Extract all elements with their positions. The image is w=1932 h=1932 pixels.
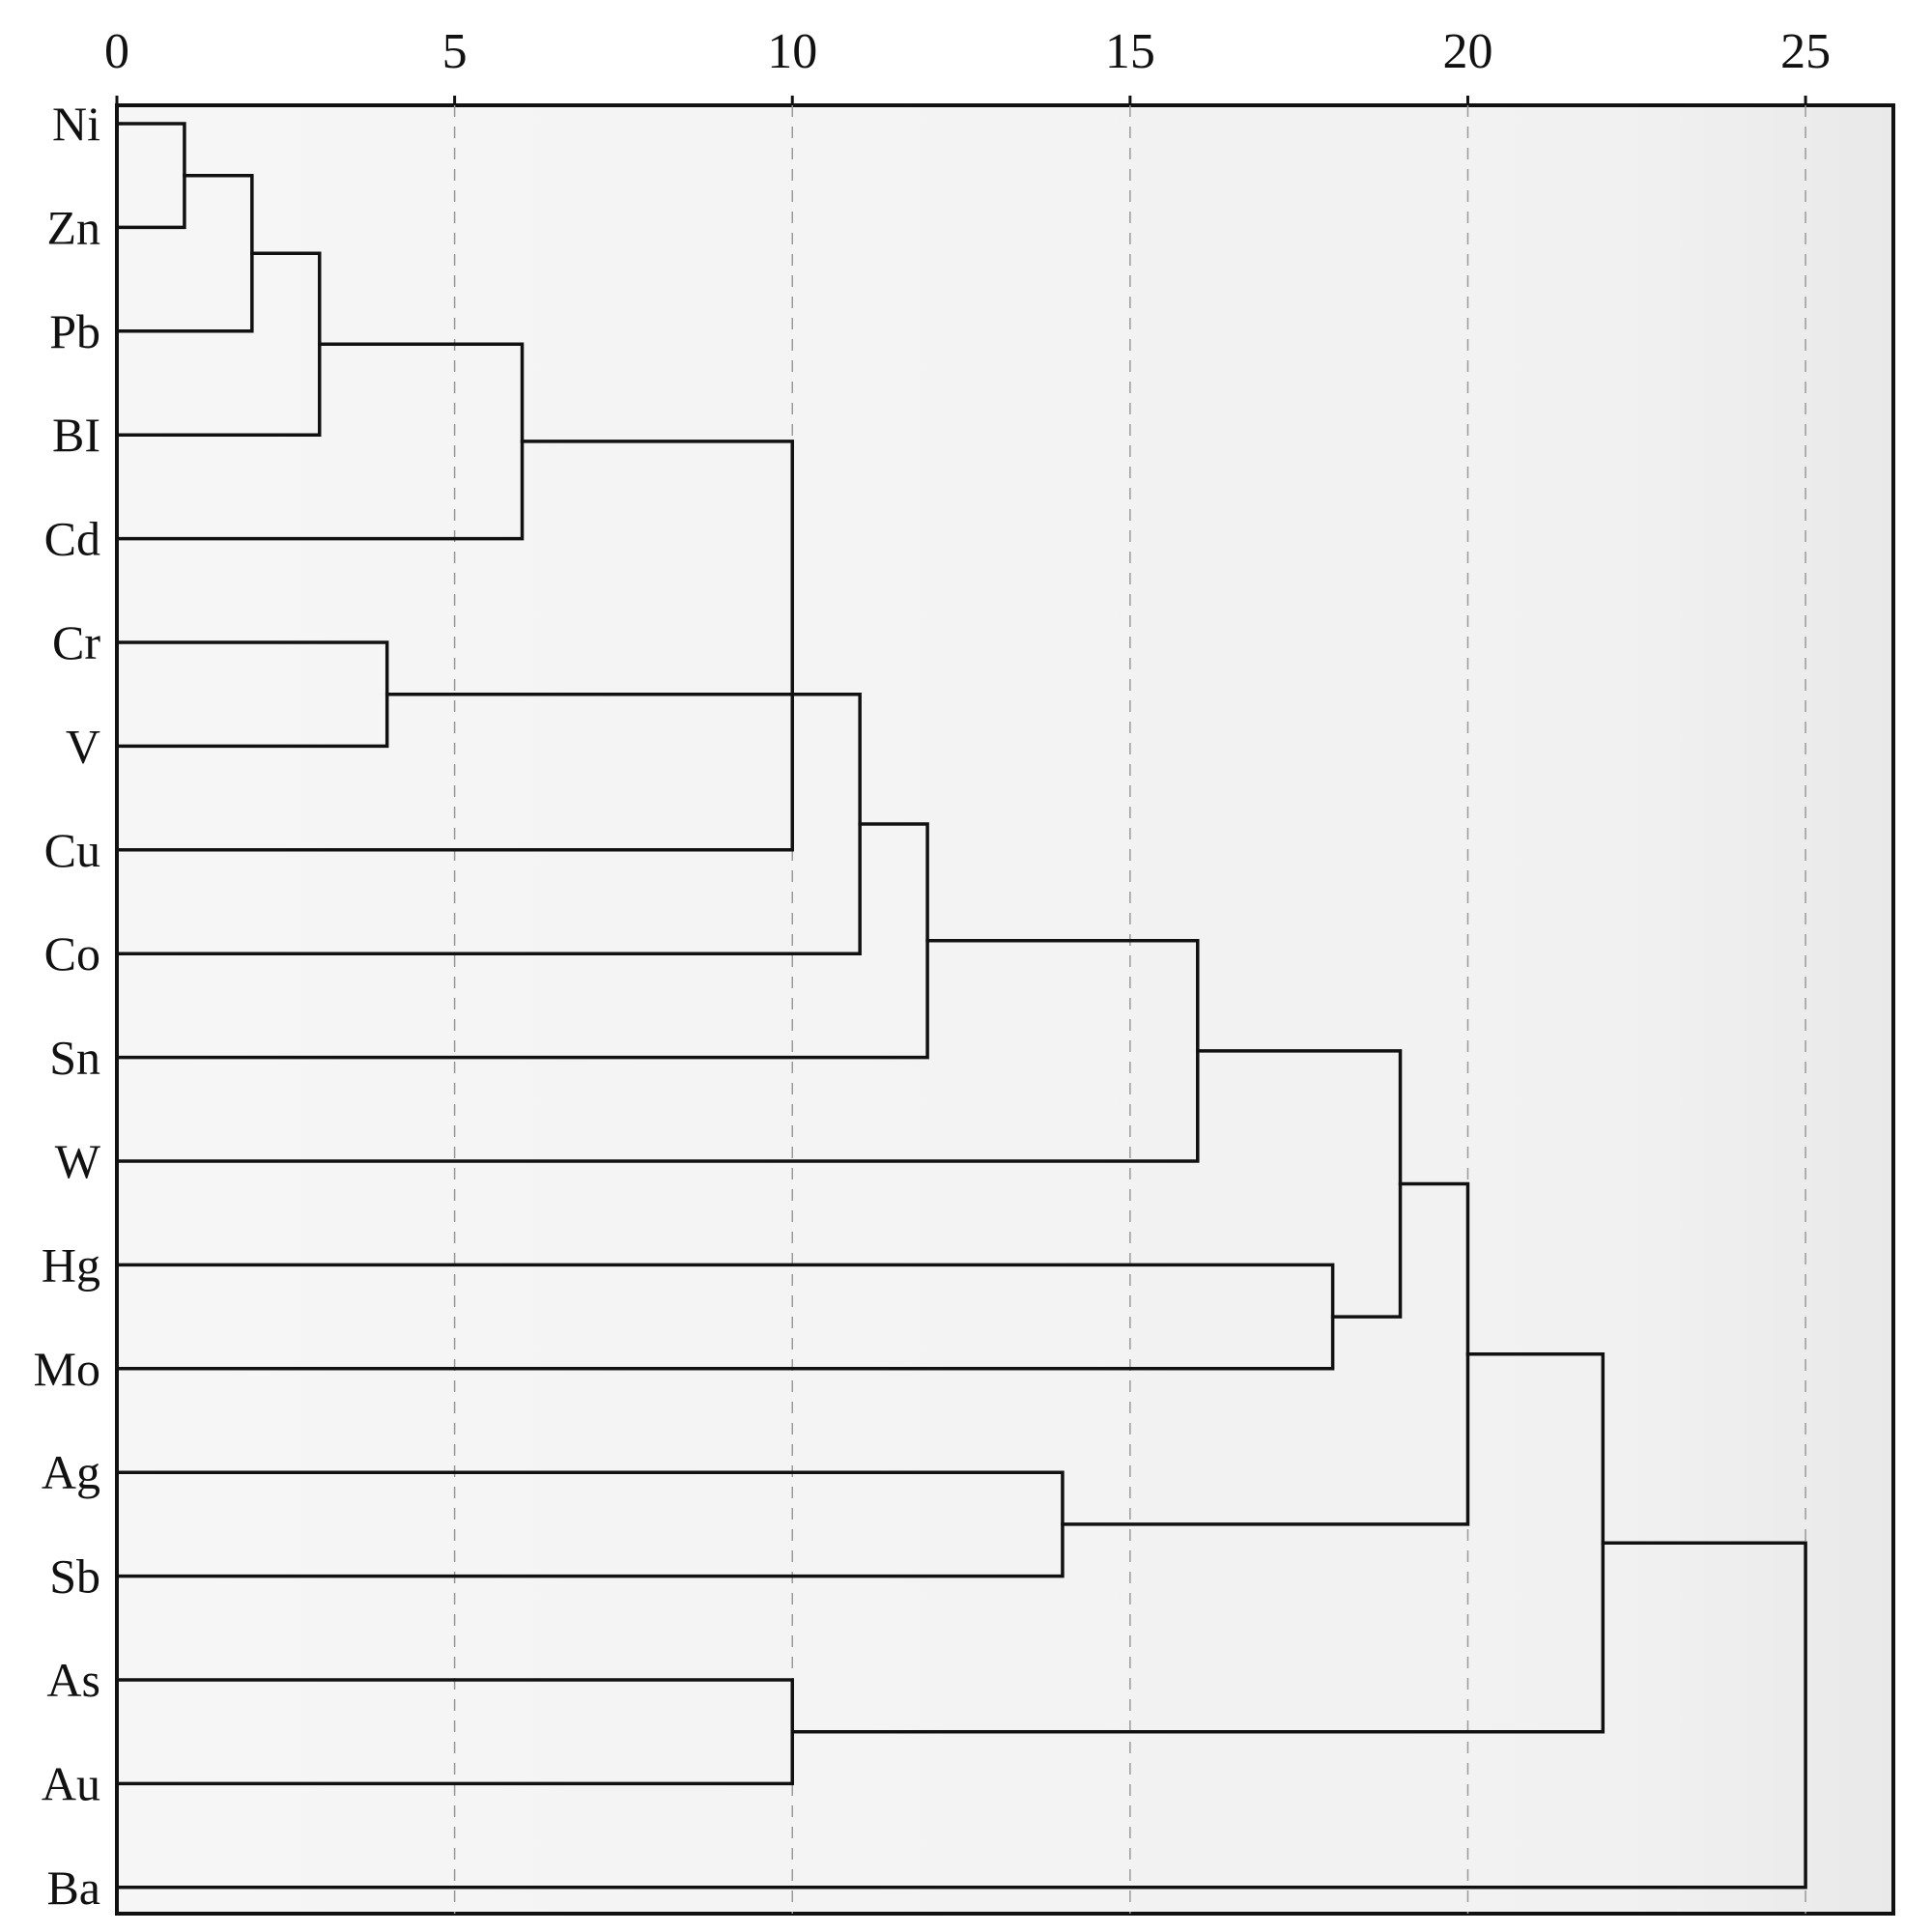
leaf-labels: Ni Zn Pb BI Cd Cr V Cu Co Sn W Hg Mo Ag Sb As Au Ba (34, 97, 101, 1915)
tick-label-25: 25 (1780, 24, 1831, 79)
tick-label-0: 0 (104, 24, 129, 79)
leaf-label-pb: Pb (49, 304, 100, 358)
leaf-label-au: Au (42, 1756, 100, 1810)
leaf-label-cd: Cd (44, 512, 100, 566)
leaf-label-w: W (55, 1134, 101, 1188)
tick-label-5: 5 (442, 24, 468, 79)
grid-lines (453, 105, 1806, 1914)
plot-frame (115, 103, 1895, 1916)
leaf-label-as: As (46, 1653, 100, 1707)
tick-label-15: 15 (1105, 24, 1155, 79)
link-c6 (115, 440, 794, 852)
x-axis-ticks: 0 5 10 15 20 25 (104, 24, 1831, 105)
dendrogram-links (115, 122, 1807, 1889)
leaf-label-sn: Sn (49, 1031, 100, 1085)
leaf-label-mo: Mo (34, 1342, 100, 1396)
leaf-label-cu: Cu (44, 823, 100, 877)
leaf-label-ba: Ba (46, 1861, 100, 1915)
leaf-label-hg: Hg (42, 1237, 100, 1292)
leaf-label-ag: Ag (42, 1445, 100, 1499)
leaf-label-zn: Zn (46, 200, 100, 254)
tick-label-10: 10 (767, 24, 817, 79)
leaf-label-co: Co (44, 926, 100, 980)
leaf-label-v: V (66, 719, 100, 773)
link-c16 (115, 1541, 1807, 1889)
tick-label-20: 20 (1442, 24, 1492, 79)
leaf-label-cr: Cr (52, 615, 100, 669)
leaf-label-sb: Sb (49, 1549, 100, 1604)
leaf-label-ni: Ni (52, 97, 100, 151)
leaf-label-bi: BI (52, 408, 100, 462)
